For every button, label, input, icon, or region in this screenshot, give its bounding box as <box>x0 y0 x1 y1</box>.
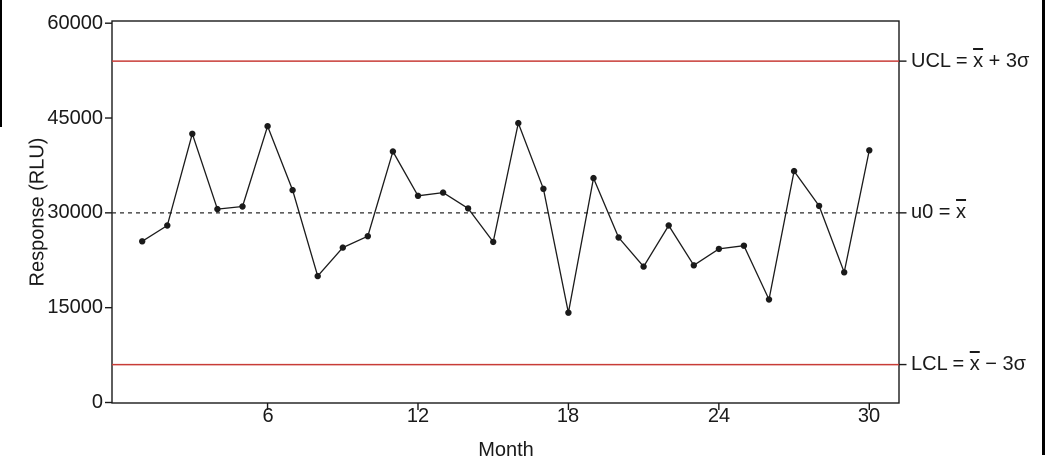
center-label-xbar: x <box>956 201 967 223</box>
y-tick-label-30000: 30000 <box>47 201 103 223</box>
lcl-label-xbar: x <box>969 353 980 375</box>
center-label-prefix: u0 = <box>911 201 957 223</box>
ucl-label: UCL = x + 3σ <box>911 50 1029 72</box>
x-axis-title: Month <box>478 439 534 461</box>
data-point-month-5 <box>239 203 246 210</box>
data-point-month-28 <box>815 202 823 210</box>
data-point-month-12 <box>414 192 422 199</box>
lcl-label-prefix: LCL = <box>911 353 970 375</box>
data-point-month-19 <box>590 174 597 182</box>
data-point-month-24 <box>715 245 723 253</box>
data-point-month-10 <box>364 233 371 240</box>
data-point-month-22 <box>665 222 672 229</box>
data-point-month-29 <box>841 269 848 276</box>
x-tick-label-18: 18 <box>556 405 580 427</box>
data-point-month-9 <box>339 244 346 251</box>
lcl-label-suffix: − 3σ <box>979 353 1027 375</box>
data-point-month-16 <box>515 119 522 127</box>
data-point-month-2 <box>164 222 171 229</box>
plot-box <box>111 20 900 404</box>
data-point-month-11 <box>389 148 397 155</box>
x-tick-label-30: 30 <box>857 405 881 427</box>
x-tick-label-6: 6 <box>262 405 274 427</box>
y-tick-label-45000: 45000 <box>47 107 103 129</box>
data-point-month-25 <box>740 242 748 249</box>
window-edge-right <box>1042 0 1045 455</box>
y-tick-label-0: 0 <box>91 391 103 413</box>
data-point-month-21 <box>640 263 647 270</box>
data-point-month-26 <box>765 296 773 303</box>
data-point-month-13 <box>439 189 447 196</box>
data-series-line <box>141 122 870 314</box>
y-tick-label-15000: 15000 <box>47 296 103 318</box>
data-point-month-18 <box>565 309 572 316</box>
data-point-month-1 <box>139 238 146 245</box>
data-point-month-6 <box>264 123 271 130</box>
data-point-month-7 <box>289 186 296 194</box>
data-point-month-30 <box>866 147 873 154</box>
data-point-month-17 <box>540 185 547 192</box>
ucl-label-xbar: x <box>973 50 984 72</box>
ucl-label-suffix: + 3σ <box>983 50 1030 72</box>
data-point-month-4 <box>214 205 221 213</box>
x-tick-label-12: 12 <box>406 405 430 427</box>
data-point-month-8 <box>314 272 321 280</box>
data-point-month-20 <box>615 234 622 241</box>
ucl-label-prefix: UCL = <box>911 50 974 72</box>
y-tick-label-60000: 60000 <box>47 12 103 34</box>
data-point-month-15 <box>490 238 497 246</box>
lcl-label: LCL = x − 3σ <box>911 353 1026 375</box>
center-line-label: u0 = x <box>911 201 966 223</box>
y-axis-title: Response (RLU) <box>26 137 49 287</box>
data-point-month-27 <box>790 167 798 175</box>
data-point-month-23 <box>690 262 697 269</box>
data-point-month-14 <box>464 205 472 212</box>
data-point-month-3 <box>189 130 196 137</box>
window-edge-left <box>0 0 2 127</box>
x-tick-label-24: 24 <box>707 405 731 427</box>
